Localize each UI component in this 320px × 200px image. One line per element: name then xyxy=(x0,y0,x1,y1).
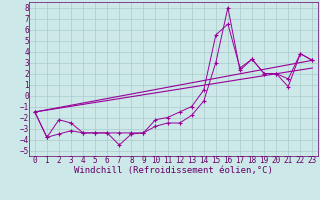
X-axis label: Windchill (Refroidissement éolien,°C): Windchill (Refroidissement éolien,°C) xyxy=(74,166,273,175)
